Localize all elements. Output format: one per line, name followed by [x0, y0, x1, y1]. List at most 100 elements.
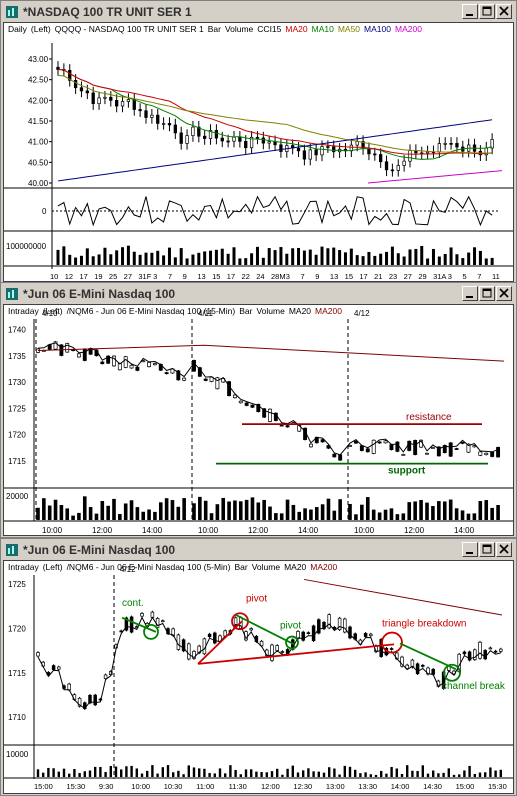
chart-header: Daily (Left) QQQQ - NASDAQ 100 TR UNIT SER…	[8, 24, 426, 34]
daily-candle	[109, 96, 113, 101]
volume-bar	[402, 256, 406, 265]
volume-bar	[71, 515, 75, 520]
volume-bar	[220, 248, 224, 265]
daily-candle	[355, 141, 359, 146]
close-button[interactable]	[496, 286, 512, 301]
bar-5min	[400, 656, 404, 667]
chart-area[interactable]: Daily (Left) QQQQ - NASDAQ 100 TR UNIT SER…	[3, 22, 514, 282]
volume-bar	[338, 499, 342, 520]
close-button[interactable]	[496, 4, 512, 19]
daily-candle	[443, 143, 447, 145]
volume-bar	[385, 251, 389, 265]
time-tick-label: 10:30	[164, 782, 183, 791]
volume-bar	[322, 772, 326, 777]
close-icon	[499, 288, 509, 298]
bar-5min	[332, 626, 337, 629]
minimize-button[interactable]	[462, 542, 478, 557]
bar-15min	[65, 343, 70, 353]
window-title: *Jun 06 E-Mini Nasdaq 100	[23, 543, 176, 557]
volume-bar	[197, 252, 201, 265]
daily-candle	[296, 147, 301, 152]
maximize-button[interactable]	[479, 542, 495, 557]
time-tick-label: 15:30	[66, 782, 85, 791]
time-tick-label: 9:30	[99, 782, 114, 791]
volume-bar	[389, 508, 394, 520]
volume-bar	[138, 254, 142, 265]
bar-15min	[100, 361, 105, 365]
volume-bar	[416, 770, 419, 777]
volume-bar	[291, 765, 294, 777]
volume-bar	[355, 255, 359, 265]
title-bar[interactable]: *NASDAQ 100 TR UNIT SER 1	[3, 3, 514, 21]
channel-trendline	[399, 642, 457, 671]
price-tick-label: 1730	[8, 378, 26, 387]
volume-bar	[88, 507, 93, 520]
volume-bar	[156, 773, 159, 777]
volume-bar	[77, 512, 81, 520]
volume-bar	[395, 768, 398, 777]
time-tick-label: 12:30	[293, 782, 312, 791]
volume-bar	[468, 765, 471, 777]
volume-bar	[150, 252, 154, 265]
bar-15min	[238, 400, 243, 404]
chart-header: Intraday (Left)/NQM6 - Jun 06 E-Mini Nasd…	[8, 306, 346, 316]
volume-bar	[255, 771, 258, 777]
instrument-label: /NQM6 - Jun 06 E-Mini Nasdaq 100 (15-Min…	[66, 306, 236, 316]
daily-candle	[91, 92, 95, 105]
breakdown-marker	[381, 631, 403, 654]
minimize-button[interactable]	[462, 286, 478, 301]
bar-5min	[483, 650, 487, 660]
bar-5min	[223, 630, 227, 637]
volume-bar	[255, 246, 259, 265]
volume-bar	[443, 254, 447, 265]
bar-5min	[77, 697, 82, 707]
chart-area[interactable]: Intraday (Left)/NQM6 - Jun 06 E-Mini Nasd…	[3, 304, 514, 536]
volume-bar	[192, 767, 196, 777]
ma200-line	[367, 170, 503, 184]
maximize-button[interactable]	[479, 286, 495, 301]
date-tick-label: 11	[492, 272, 500, 281]
volume-bar	[320, 246, 324, 265]
daily-candle	[120, 101, 125, 107]
volume-bar	[112, 498, 116, 520]
daily-candle	[173, 124, 177, 134]
daily-candle	[103, 96, 107, 99]
chart-area[interactable]: Intraday (Left)/NQM6 - Jun 06 E-Mini Nasd…	[3, 560, 514, 794]
bar-15min	[454, 448, 459, 450]
bar-15min	[466, 443, 471, 453]
time-tick-label: 12:00	[404, 526, 425, 535]
support-label: support	[388, 466, 426, 477]
volume-bar	[185, 258, 189, 265]
bar-15min	[436, 446, 441, 457]
volume-bar	[390, 246, 394, 265]
volume-bar	[320, 504, 325, 520]
pivot-marker	[285, 635, 299, 650]
volume-bar	[374, 774, 378, 777]
volume-bar	[312, 771, 315, 777]
daily-candle	[79, 87, 84, 92]
close-button[interactable]	[496, 542, 512, 557]
title-bar[interactable]: *Jun 06 E-Mini Nasdaq 100	[3, 541, 514, 559]
price-tick-label: 1735	[8, 352, 26, 361]
daily-candle	[203, 135, 207, 139]
bar-15min	[338, 454, 343, 461]
daily-candle	[232, 136, 236, 142]
volume-bar	[460, 510, 465, 520]
bar-5min	[467, 651, 472, 661]
daily-candle	[326, 146, 330, 148]
channel-break-label: channel break	[442, 681, 506, 692]
volume-bar	[281, 774, 284, 777]
bar-5min	[322, 621, 326, 630]
daily-candle	[279, 144, 283, 152]
volume-bar	[109, 766, 112, 777]
volume-bar	[53, 499, 58, 520]
date-tick-label: 7	[168, 272, 172, 281]
volume-bar	[42, 772, 45, 777]
minimize-button[interactable]	[462, 4, 478, 19]
daily-candle	[390, 169, 395, 172]
chart-header: Intraday (Left)/NQM6 - Jun 06 E-Mini Nasd…	[8, 562, 341, 572]
volume-bar	[135, 768, 138, 777]
pivot-label: pivot	[246, 594, 267, 605]
title-bar[interactable]: *Jun 06 E-Mini Nasdaq 100	[3, 285, 514, 303]
maximize-button[interactable]	[479, 4, 495, 19]
